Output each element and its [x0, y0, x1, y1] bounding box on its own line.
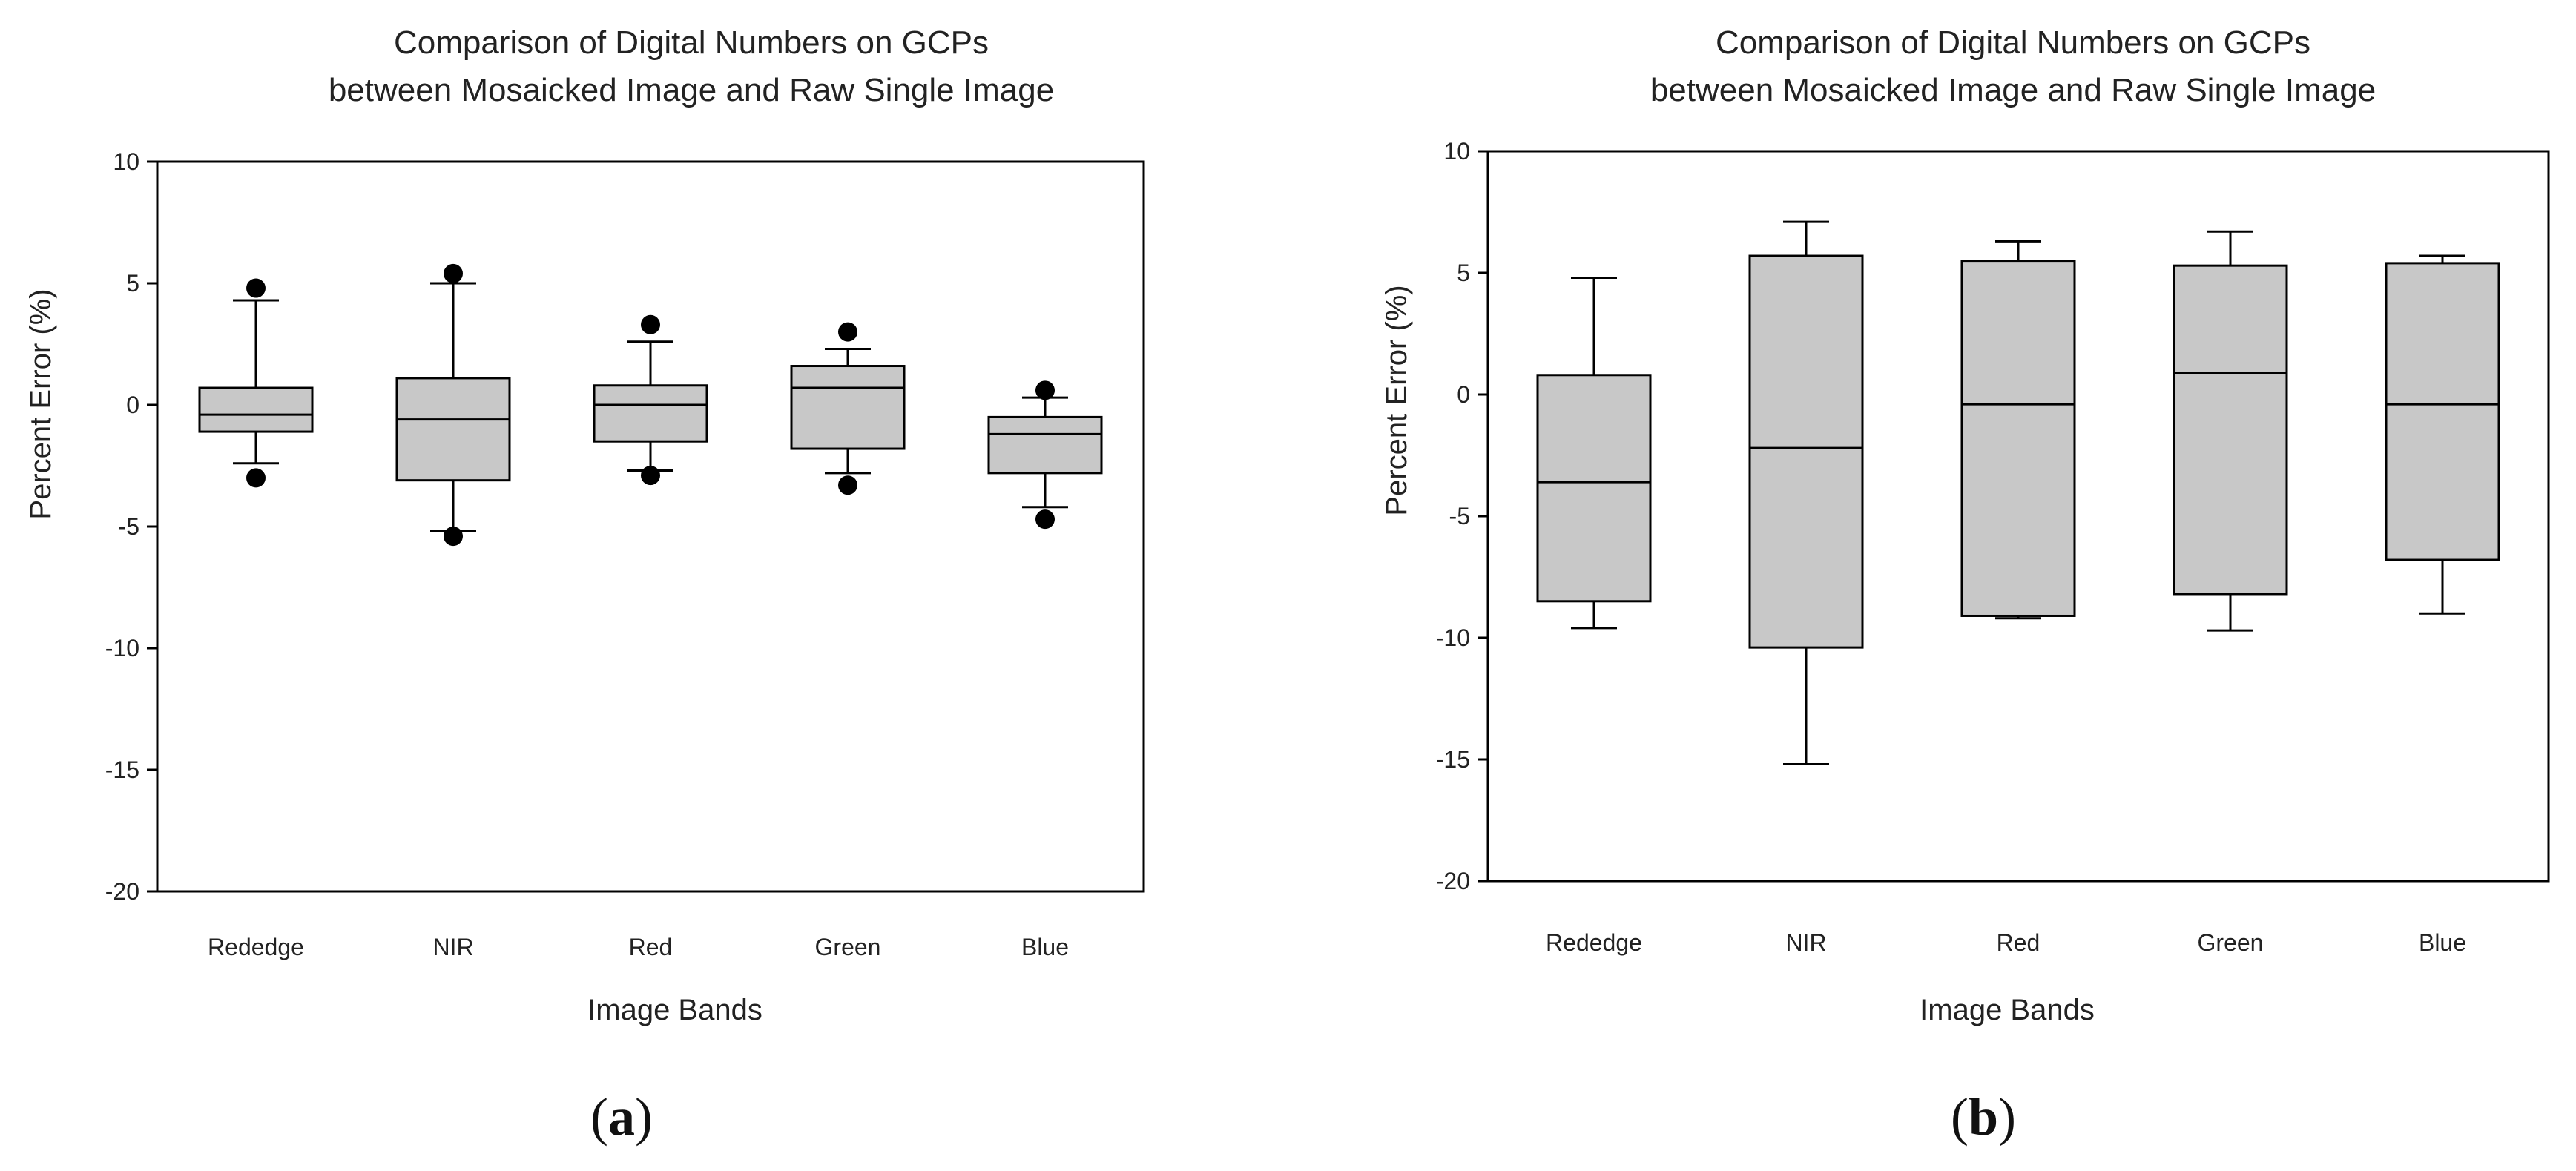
box-iqr — [593, 384, 708, 443]
y-tick-label: -15 — [1436, 746, 1470, 773]
x-axis-title: Image Bands — [1920, 994, 2095, 1026]
y-axis-title: Percent Error (%) — [24, 288, 57, 519]
caption-letter-b: b — [1969, 1087, 1998, 1147]
y-axis-title-group: Percent Error (%) — [1380, 285, 1413, 515]
y-tick-label: -10 — [1436, 624, 1470, 651]
chart-title-line-2: between Mosaicked Image and Raw Single I… — [329, 72, 1054, 108]
y-tick-label: -5 — [1449, 503, 1470, 530]
box-iqr — [1748, 254, 1864, 649]
y-tick-label: 10 — [1443, 138, 1470, 165]
y-tick-label: 5 — [126, 270, 139, 297]
panel-caption-a: (a) — [590, 1087, 653, 1147]
box-rededge — [1536, 277, 1652, 630]
y-tick-label: -15 — [105, 756, 139, 783]
y-tick-label: 10 — [113, 148, 139, 175]
y-tick-label: 5 — [1457, 260, 1470, 286]
box-iqr — [2173, 264, 2288, 596]
outlier-point — [1035, 380, 1055, 400]
x-tick-label: Green — [815, 934, 881, 960]
box-green — [2173, 230, 2288, 632]
x-tick-label: Rededge — [1546, 929, 1642, 956]
outlier-point — [641, 314, 660, 334]
box-iqr — [198, 386, 314, 433]
box-iqr — [987, 415, 1103, 475]
box-iqr — [395, 377, 511, 482]
x-tick-label: Blue — [2419, 929, 2466, 956]
box-green — [790, 322, 906, 495]
outlier-point — [1035, 509, 1055, 530]
caption-open-paren: ( — [1951, 1087, 1969, 1147]
box-red — [593, 314, 708, 486]
caption-letter-a: a — [608, 1087, 635, 1147]
y-tick-label: 0 — [126, 392, 139, 418]
box-blue — [2385, 254, 2500, 615]
outlier-point — [246, 468, 266, 488]
panel-b: Comparison of Digital Numbers on GCPs be… — [1288, 0, 2576, 1171]
y-tick-label: -10 — [105, 635, 139, 662]
y-tick-label: 0 — [1457, 381, 1470, 408]
outlier-point — [444, 263, 463, 283]
box-nir — [395, 263, 511, 547]
panel-caption-b: (b) — [1951, 1087, 2016, 1147]
plot-area-a: 10 5 0 -5 -10 -15 -20 Rededge NIR Red Green Blue — [105, 148, 1145, 960]
y-axis-title: Percent Error (%) — [1380, 285, 1413, 515]
box-iqr — [1960, 260, 2076, 617]
panel-a: Comparison of Digital Numbers on GCPs be… — [24, 24, 1145, 1147]
plot-area-b: 10 5 0 -5 -10 -15 -20 Rededge NIR Red Green Blue — [1436, 138, 2550, 956]
x-tick-label: NIR — [432, 934, 473, 960]
outlier-point — [444, 527, 463, 547]
x-tick-label: Green — [2198, 929, 2264, 956]
box-red — [1960, 240, 2076, 620]
caption-close-paren: ) — [1998, 1087, 2016, 1147]
y-tick-label: -20 — [1436, 868, 1470, 894]
y-tick-label: -5 — [119, 513, 139, 540]
x-axis-title: Image Bands — [587, 994, 762, 1026]
outlier-point — [838, 322, 857, 342]
box-iqr — [2385, 262, 2500, 561]
plot-frame — [156, 160, 1145, 893]
caption-close-paren: ) — [635, 1087, 653, 1147]
box-nir — [1748, 220, 1864, 766]
outlier-point — [838, 475, 857, 495]
box-iqr — [790, 365, 906, 450]
caption-open-paren: ( — [590, 1087, 608, 1147]
outlier-point — [641, 466, 660, 486]
chart-title-line-2: between Mosaicked Image and Raw Single I… — [1650, 72, 2376, 108]
boxplot-b: Comparison of Digital Numbers on GCPs be… — [1380, 24, 2550, 1147]
x-tick-label: Rededge — [208, 934, 304, 960]
box-blue — [987, 380, 1103, 530]
boxplot-a: Comparison of Digital Numbers on GCPs be… — [24, 24, 1145, 1147]
x-tick-label: Red — [1997, 929, 2040, 956]
box-rededge — [198, 278, 314, 488]
x-tick-label: Blue — [1021, 934, 1069, 960]
outlier-point — [246, 278, 266, 298]
chart-title-line-1: Comparison of Digital Numbers on GCPs — [1716, 24, 2310, 61]
x-tick-label: Red — [629, 934, 673, 960]
y-axis-title-group: Percent Error (%) — [24, 288, 57, 519]
chart-title-line-1: Comparison of Digital Numbers on GCPs — [394, 24, 989, 61]
x-tick-label: NIR — [1785, 929, 1826, 956]
box-iqr — [1536, 374, 1652, 603]
y-tick-label: -20 — [105, 878, 139, 905]
